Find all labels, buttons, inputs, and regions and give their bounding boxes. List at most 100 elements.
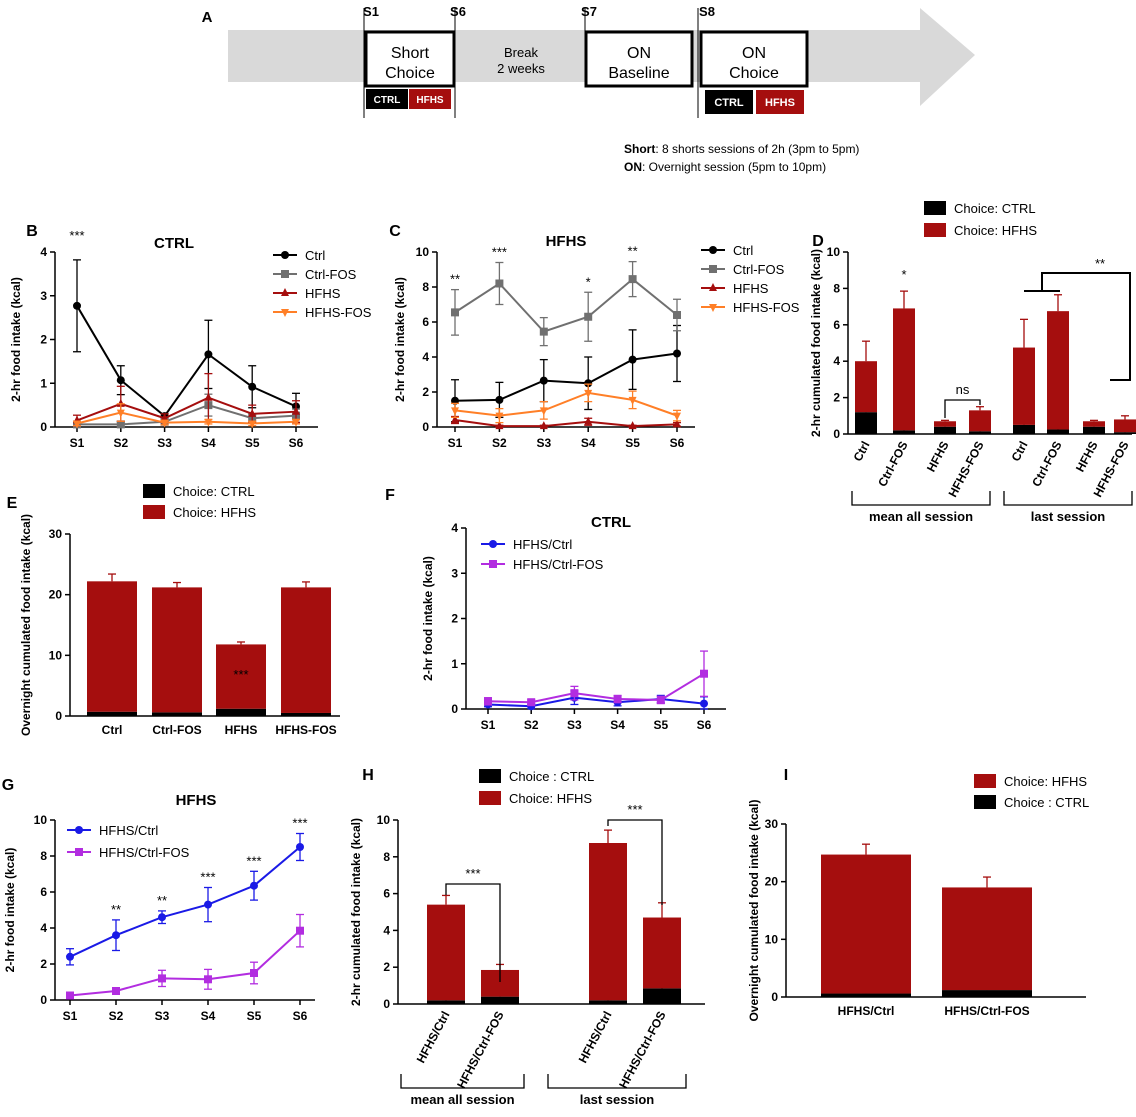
chart-e-x-tick-label: Ctrl-FOS	[152, 723, 201, 737]
chart-d-legend-swatch	[924, 201, 946, 215]
chart-b-data-point	[73, 301, 81, 310]
chart-f-legend-marker	[489, 540, 497, 548]
session-label-s8: S8	[699, 4, 715, 19]
chart-d-y-tick-label: 8	[833, 281, 840, 295]
chart-d-legend-label: Choice: CTRL	[954, 201, 1036, 216]
chart-b-data-point	[116, 409, 125, 418]
short-choice-box	[364, 30, 456, 88]
chart-g-y-tick-label: 8	[40, 849, 47, 863]
chart-f-data-point	[570, 689, 579, 698]
chart-c-x-tick-label: S6	[670, 436, 685, 450]
chart-g-data-point	[66, 991, 74, 1000]
chart-c-data-point	[673, 349, 681, 358]
chart-c-series-line	[454, 352, 678, 402]
hfhs-tag-on	[756, 90, 804, 114]
chart-h-bar	[589, 843, 627, 1001]
chart-g-y-tick-label: 0	[40, 993, 47, 1007]
chart-d-x-tick-label: Ctrl	[851, 439, 873, 464]
chart-b-legend-label: Ctrl	[305, 248, 325, 263]
chart-d-bar	[969, 431, 991, 434]
chart-b-series-line	[76, 411, 297, 425]
chart-b-data-point	[116, 420, 125, 429]
chart-e-x-tick-label: HFHS-FOS	[275, 723, 336, 737]
chart-h-significance-bracket	[445, 883, 501, 982]
chart-e-bar	[281, 712, 331, 716]
on-choice-box	[699, 30, 809, 88]
chart-e-bar	[281, 587, 331, 713]
chart-d-y-axis-label: 2-hr cumulated food intake (kcal)	[809, 249, 823, 437]
chart-d-y-tick-label: 6	[833, 318, 840, 332]
chart-c-x-tick-label: S2	[492, 436, 507, 450]
note-on: ON: Overnight session (5pm to 10pm)	[624, 160, 826, 174]
chart-g-series-line	[69, 929, 301, 997]
chart-h-x-tick-label: HFHS/Ctrl	[576, 1009, 615, 1066]
hfhs-tag-on-label: HFHS	[765, 97, 795, 109]
session-label-s6: S6	[450, 4, 466, 19]
chart-d-group-bracket	[851, 491, 991, 506]
break-label: Break	[504, 45, 538, 60]
chart-b-y-tick-label: 3	[40, 289, 47, 303]
chart-c-data-point	[673, 311, 681, 319]
chart-c-data-point	[673, 412, 681, 421]
chart-i-significance-label: **	[982, 801, 992, 816]
chart-d-bar	[893, 430, 915, 434]
chart-f-x-tick-label: S3	[567, 718, 582, 732]
chart-d-bar	[1013, 347, 1035, 425]
chart-b-series-line	[77, 404, 297, 426]
chart-e-y-tick-label: 20	[49, 588, 63, 602]
chart-e-bar	[152, 712, 202, 716]
chart-d-group-bracket	[1003, 491, 1133, 506]
short-choice-box-label: Short	[391, 45, 430, 62]
chart-c-data-point	[584, 416, 593, 425]
chart-b-data-point	[160, 419, 169, 428]
chart-h-group-label: last session	[580, 1092, 654, 1107]
chart-h-group-bracket	[400, 1074, 525, 1089]
chart-g-x-tick-label: S5	[247, 1009, 262, 1023]
chart-g-significance-label: ***	[246, 853, 261, 868]
chart-i-y-axis-label: Overnight cumulated food intake (kcal)	[747, 799, 761, 1021]
chart-d-y-tick-label: 2	[833, 391, 840, 405]
chart-e-legend-label: Choice: HFHS	[173, 505, 256, 520]
chart-f-x-tick-label: S1	[481, 718, 496, 732]
chart-h-legend-label: Choice: HFHS	[509, 791, 592, 806]
chart-b-x-tick-label: S4	[201, 436, 216, 450]
chart-c-data-point	[539, 421, 548, 430]
chart-c-data-point	[495, 412, 504, 421]
chart-c-series-line	[454, 277, 678, 333]
session-label-s7: S7	[581, 4, 597, 19]
chart-b-data-point	[73, 420, 81, 429]
chart-b-series-line	[76, 396, 297, 422]
chart-f-y-tick-label: 0	[451, 702, 458, 716]
chart-f-legend-label: HFHS/Ctrl	[513, 537, 572, 552]
chart-d-bar	[893, 308, 915, 431]
chart-e-legend-swatch	[143, 505, 165, 519]
panel-letter-b: B	[26, 223, 38, 240]
chart-b-x-tick-label: S3	[157, 436, 172, 450]
chart-b-data-point	[204, 350, 213, 359]
chart-d-x-tick-label: Ctrl-FOS	[1029, 439, 1065, 489]
chart-g-x-tick-label: S3	[155, 1009, 170, 1023]
chart-d-group-label: mean all session	[869, 509, 973, 524]
chart-f-y-tick-label: 1	[451, 657, 458, 671]
chart-g-title: HFHS	[176, 792, 217, 809]
chart-c-x-tick-label: S3	[536, 436, 551, 450]
chart-f-x-tick-label: S6	[697, 718, 712, 732]
note-short: Short: 8 shorts sessions of 2h (3pm to 5…	[624, 142, 859, 156]
chart-b-y-tick-label: 2	[40, 333, 47, 347]
chart-g-x-tick-label: S4	[201, 1009, 216, 1023]
chart-c-title: HFHS	[546, 233, 587, 250]
chart-g-x-tick-label: S2	[109, 1009, 124, 1023]
chart-f-y-axis-label: 2-hr food intake (kcal)	[421, 556, 435, 681]
chart-g-legend-marker	[75, 826, 83, 834]
chart-d-bar	[969, 410, 991, 432]
chart-f-legend-marker	[489, 560, 497, 568]
note-on-bold: ON	[624, 160, 642, 174]
chart-c-x-tick-label: S1	[448, 436, 463, 450]
chart-b-data-point	[116, 398, 125, 407]
chart-h-significance-bracket	[607, 819, 663, 905]
chart-h-x-tick-label: HFHS/Ctrl-FOS	[454, 1009, 506, 1091]
on-choice-box-label: ON	[742, 45, 766, 62]
chart-b-legend-marker	[281, 270, 289, 278]
chart-g-significance-label: ***	[292, 816, 307, 831]
chart-g-x-tick-label: S6	[293, 1009, 308, 1023]
